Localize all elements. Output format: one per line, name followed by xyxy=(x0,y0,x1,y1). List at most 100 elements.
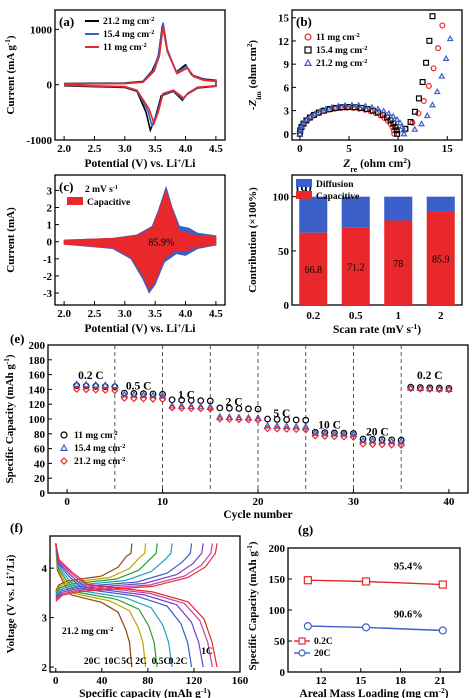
panel-e-series-1-point xyxy=(282,422,291,430)
panel-d-xtick-label: 0.2 xyxy=(306,310,320,322)
panel-e-series-1-point xyxy=(263,421,272,429)
panel-a-label: (a) xyxy=(59,14,74,29)
panel-g-series-0-point xyxy=(303,576,312,585)
panel-e-series-2-point xyxy=(187,404,195,413)
panel-f-rate-label: 0.5C xyxy=(152,657,171,667)
panel-f-ylabel: Voltage (V vs. Li+/Li) xyxy=(4,554,17,653)
panel-b-xtick-label: 0 xyxy=(297,143,303,155)
panel-b-series-2-point xyxy=(396,119,404,126)
panel-e-series-1-point xyxy=(120,390,129,398)
panel-e-legend-marker xyxy=(60,431,68,439)
panel-g-xtick-label: 21 xyxy=(435,675,446,687)
panel-b-series-1-point xyxy=(415,95,422,102)
panel-f-charge-curve xyxy=(55,543,204,599)
panel-e-series-2-point xyxy=(387,441,396,449)
panel-b-ytick-label: 0 xyxy=(284,129,290,141)
panel-f-rate-label: 10C xyxy=(104,657,121,667)
panel-e-series-1-point xyxy=(130,390,138,398)
panel-b-legend-marker xyxy=(303,58,313,67)
panel-b-ytick-label: 9 xyxy=(284,59,290,71)
panel-b-series-2-point xyxy=(442,54,450,61)
panel-c-ytick-label: 2 xyxy=(47,203,53,215)
panel-e-series-1-point xyxy=(225,413,234,420)
panel-e-ytick-label: 20 xyxy=(34,473,46,485)
panel-b-series-2-point xyxy=(400,130,408,137)
panel-b-xlabel: Zre (ohm cm2) xyxy=(342,156,411,174)
panel-e-series-2-point xyxy=(292,425,300,434)
panel-b-series-2-point xyxy=(362,102,369,109)
panel-c-xtick-label: 3.5 xyxy=(148,308,162,320)
panel-e-series-2-point xyxy=(197,405,205,413)
panel-a-xtick-label: 3.0 xyxy=(118,143,132,155)
panel-g-xtick-label: 15 xyxy=(355,675,367,687)
panel-g-ytick-label: 100 xyxy=(269,605,286,617)
panel-e-series-2-point xyxy=(426,385,434,393)
panel-f-discharge-curve xyxy=(55,543,193,668)
panel-e-rate-label: 5 C xyxy=(273,408,290,420)
panel-e-series-1-point xyxy=(311,429,320,436)
panel-g-annotation: 90.6% xyxy=(394,609,423,620)
panel-b-series-2-point xyxy=(348,101,356,108)
panel-e-series-2-point xyxy=(330,432,339,441)
panel-d-legend-swatch xyxy=(296,179,312,187)
panel-b-series-1-point xyxy=(411,108,418,115)
panel-f-charge-curve xyxy=(55,543,218,602)
panel-c-ytick-label: -2 xyxy=(43,271,53,283)
panel-b-series-2-point xyxy=(418,120,425,127)
panel-c-xtick-label: 4.5 xyxy=(209,308,223,320)
panel-e-series-1-point xyxy=(330,429,339,437)
panel-g-xlabel: Areal Mass Loading (mg cm-2) xyxy=(299,686,448,698)
panel-d-bar-capacitive xyxy=(341,227,370,305)
panel-f-xtick-label: 40 xyxy=(96,675,108,687)
panel-e-series-1-point xyxy=(378,437,386,444)
panel-c-annotation: 2 mV s-1 xyxy=(85,185,118,195)
panel-b-xtick-label: 15 xyxy=(442,143,454,155)
panel-b-series-0-point xyxy=(420,98,427,105)
panel-c-ylabel: Current (mA) xyxy=(5,207,17,273)
panel-e-ytick-label: 140 xyxy=(29,384,46,396)
panel-d-ylabel: Contribution (×100%) xyxy=(247,187,259,293)
panel-b-series-2-point xyxy=(307,112,315,119)
panel-e-ytick-label: 160 xyxy=(29,370,46,382)
panel-d-bar-diffusion xyxy=(384,196,413,221)
panel-f-rate-label: 20C xyxy=(84,657,101,667)
panel-d-value-label: 85.9 xyxy=(432,254,450,265)
panel-c-ytick-label: -1 xyxy=(43,254,52,266)
panel-e-series-1-point xyxy=(168,401,176,409)
panel-e-series-2-point xyxy=(120,394,129,402)
panel-e-series-1-point xyxy=(149,391,157,399)
panel-f-xtick-label: 0 xyxy=(53,675,59,687)
panel-e-series-2-point xyxy=(359,440,367,448)
panel-d-xtick-label: 0.5 xyxy=(349,310,363,322)
panel-e-series-2-point xyxy=(416,385,424,393)
panel-f-ytick-label: 3 xyxy=(42,613,48,625)
panel-f-xtick-label: 80 xyxy=(142,675,154,687)
panel-b-series-2-point xyxy=(300,119,308,126)
panel-e-xtick-label: 0 xyxy=(64,496,70,508)
panel-e-series-2-point xyxy=(445,386,453,394)
panel-f-charge-curve xyxy=(55,543,213,601)
panel-b-series-2-point xyxy=(380,107,388,114)
panel-b-series-2-point xyxy=(385,109,393,117)
panel-e-series-2-point xyxy=(273,425,281,433)
panel-e-series-1-point xyxy=(320,429,329,437)
panel-b-series-2-point xyxy=(303,115,311,122)
panel-f-charge-curve xyxy=(55,543,193,598)
panel-a-xtick-label: 4.5 xyxy=(209,143,223,155)
panel-f-rate-label: 0.2C xyxy=(169,657,188,667)
panel-d-legend-swatch xyxy=(296,191,312,199)
panel-a-ytick-label: -1000 xyxy=(26,135,52,147)
panel-g-legend-marker xyxy=(298,649,306,657)
panel-f-rate-label: 1C xyxy=(201,647,213,657)
panel-a-xtick-label: 4.0 xyxy=(179,143,193,155)
panel-g-series-1-point xyxy=(303,622,312,631)
panel-e-ytick-label: 80 xyxy=(34,429,46,441)
panel-e-series-1-point xyxy=(244,413,253,421)
panel-e-rate-label: 0.5 C xyxy=(126,380,152,392)
panel-e-series-2-point xyxy=(72,385,81,394)
panel-e-rate-label: 1 C xyxy=(178,389,195,401)
panel-e-rate-label: 0.2 C xyxy=(78,370,104,382)
panel-b-ytick-label: 12 xyxy=(278,36,290,48)
panel-f-discharge-curve xyxy=(55,543,213,668)
